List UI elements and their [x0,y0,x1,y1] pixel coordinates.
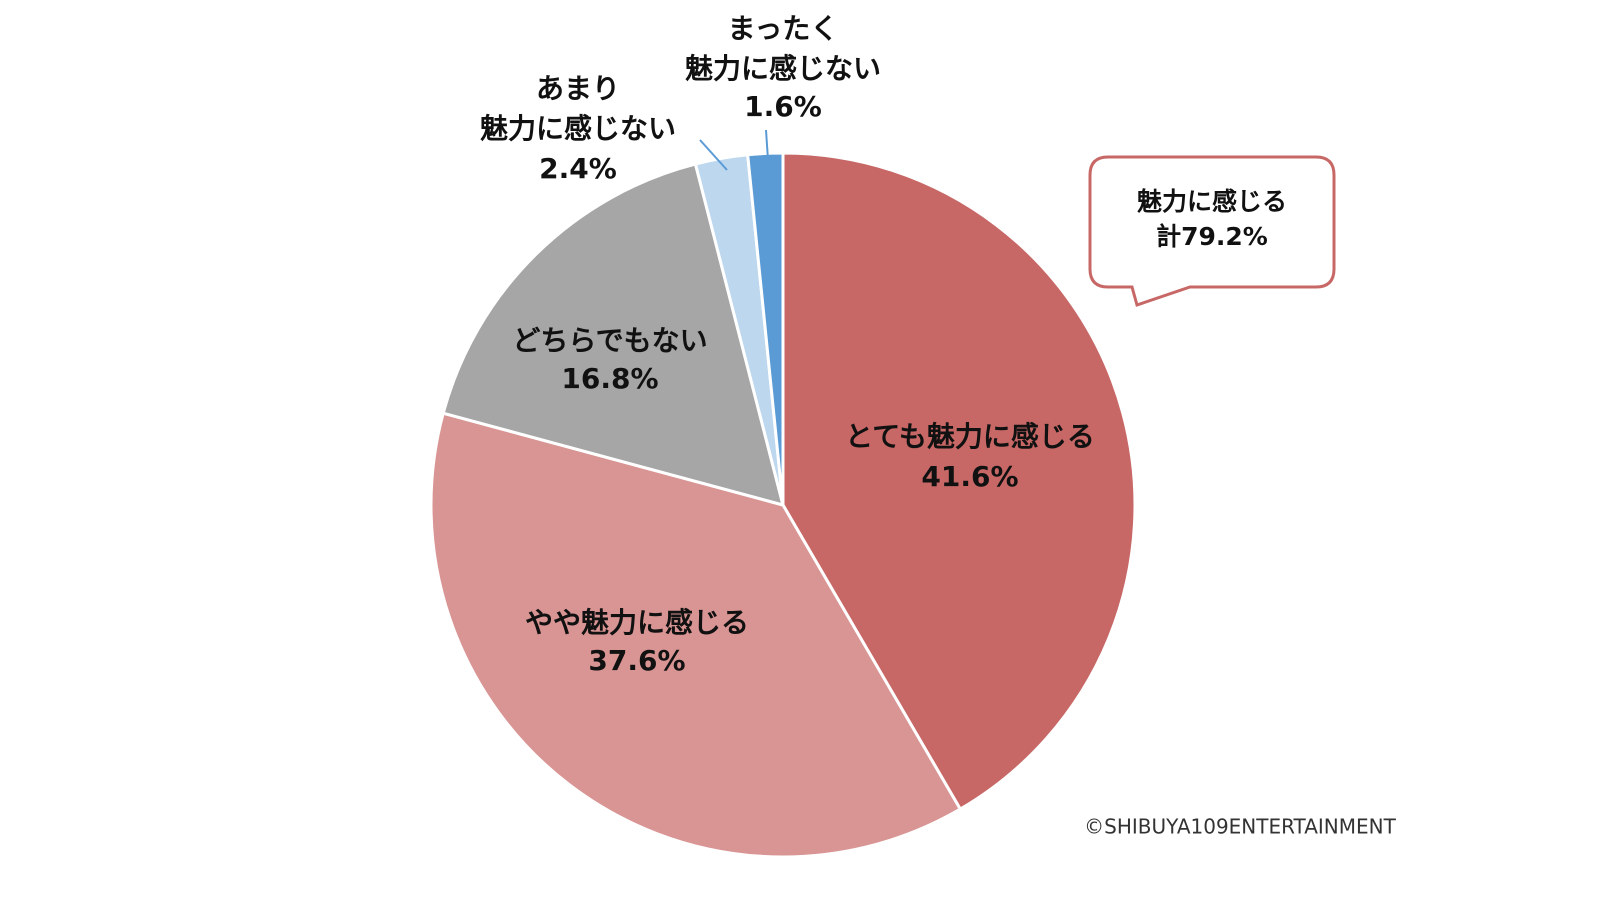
callout-box [1088,155,1336,307]
value-label: 2.4% [539,152,617,185]
slice-label: まったく魅力に感じない [685,12,881,85]
value-label: 16.8% [561,362,658,395]
leader-line [765,129,769,161]
pie-slice [781,151,1137,812]
callout-text: 魅力に感じる計79.2% [1137,187,1287,251]
slice-label: どちらでもない [512,324,707,357]
value-label: 37.6% [588,644,685,677]
slice-label: やや魅力に感じる [525,606,749,639]
value-label: 1.6% [744,90,822,123]
source: ©SHIBUYA109ENTERTAINMENT [1084,815,1396,839]
value-label: 41.6% [921,460,1018,493]
pie-slice [746,151,785,506]
slice-label: あまり魅力に感じない [480,72,676,145]
slice-label: とても魅力に感じる [845,420,1095,453]
leader-line [699,139,728,171]
pie-slice [441,162,786,508]
pie [429,151,1137,859]
pie-slice [429,411,963,859]
